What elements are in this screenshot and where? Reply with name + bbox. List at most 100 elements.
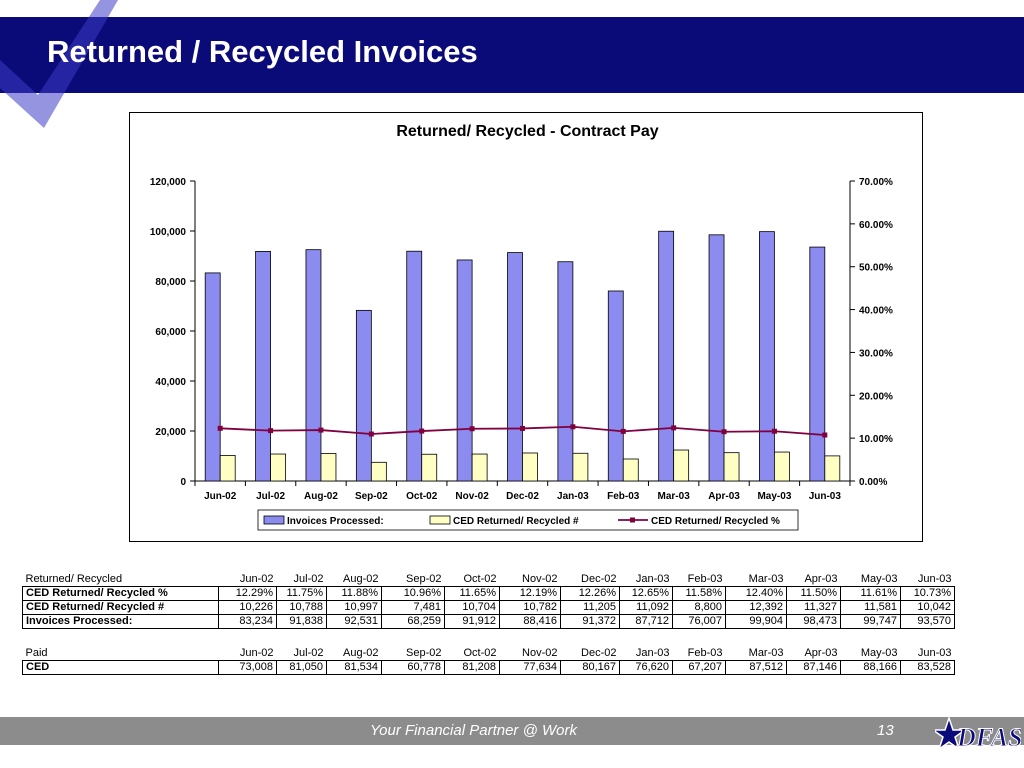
footer-tagline: Your Financial Partner @ Work (370, 722, 577, 739)
row-label: CED (22, 660, 219, 675)
table-cell: Jul-02 (276, 647, 327, 661)
star-icon (935, 715, 968, 751)
bar-invoices-processed (607, 290, 624, 482)
footer-bar (0, 717, 1024, 745)
y-tick-label: 20,000 (155, 427, 186, 438)
table-cell: 68,259 (381, 614, 445, 629)
table-cell: 67,207 (672, 660, 726, 675)
table-cell: Jan-03 (619, 573, 673, 587)
table-cell: 91,912 (444, 614, 500, 629)
bar-ced-returned-count (421, 453, 438, 482)
row-label: CED Returned/ Recycled # (22, 600, 219, 615)
table-cell: May-03 (840, 647, 901, 661)
chart-frame: Returned/ Recycled - Contract Pay 0 20,000… (129, 112, 923, 542)
legend-swatch-invoices (263, 515, 285, 525)
table-cell: 80,167 (560, 660, 620, 675)
bar-invoices-processed (305, 249, 322, 482)
row-label: Invoices Processed: (22, 614, 219, 629)
legend-swatch-ced-count (429, 515, 451, 525)
y2-tick-label: 70.00% (859, 177, 893, 188)
table-cell: Jan-03 (619, 647, 673, 661)
bar-ced-returned-count (673, 449, 690, 482)
bar-ced-returned-count (219, 455, 236, 482)
table-cell: 12.40% (725, 586, 787, 601)
bar-invoices-processed (658, 230, 675, 482)
y2-tick-label: 60.00% (859, 220, 893, 231)
table-cell: Aug-02 (326, 647, 382, 661)
table-cell: 12.19% (499, 586, 561, 601)
table-cell: Apr-03 (786, 647, 841, 661)
table-header-row: Returned/ Recycled Jun-02 Jul-02 Aug-02 Sep-… (22, 573, 955, 587)
table-cell: 11.58% (672, 586, 726, 601)
table-cell: 76,620 (619, 660, 673, 675)
y-tick-label: 60,000 (155, 327, 186, 338)
bar-ced-returned-count (370, 461, 387, 482)
line-point (771, 428, 777, 434)
table-cell: Jun-03 (900, 647, 955, 661)
table-cell: 10,226 (218, 600, 277, 615)
table-cell: 83,528 (900, 660, 955, 675)
table-header-row: Paid Jun-02 Jul-02 Aug-02 Sep-02 Oct-02 Nov-02… (22, 647, 955, 661)
table-cell: 11.75% (276, 586, 327, 601)
y2-tick-label: 0.00% (859, 477, 887, 488)
table-cell: 11,205 (560, 600, 620, 615)
x-tick-label: May-03 (757, 491, 791, 502)
y-tick-label: 80,000 (155, 277, 186, 288)
bar-invoices-processed (255, 251, 271, 482)
x-tick-label: Dec-02 (506, 491, 539, 502)
line-point (368, 431, 374, 437)
line-point (268, 428, 274, 434)
table-cell: 10.96% (381, 586, 445, 601)
x-tick-label: Feb-03 (607, 491, 640, 502)
table-cell: Oct-02 (444, 647, 500, 661)
y2-tick-label: 40.00% (859, 306, 893, 317)
table-cell: 11,581 (840, 600, 901, 615)
bar-ced-returned-count (522, 452, 538, 482)
line-point (822, 432, 828, 438)
logo-text: DFAS (956, 723, 1021, 752)
y2-tick-label: 10.00% (859, 434, 893, 445)
table-cell: 60,778 (381, 660, 445, 675)
bar-ced-returned-count (471, 453, 488, 482)
table-cell: Nov-02 (499, 573, 561, 587)
legend-label-invoices: Invoices Processed: (287, 516, 384, 527)
table-cell: 10,997 (326, 600, 382, 615)
paid-table: Paid Jun-02 Jul-02 Aug-02 Sep-02 Oct-02 Nov-02… (22, 647, 955, 675)
x-tick-label: Jul-02 (256, 491, 285, 502)
table-cell: 7,481 (381, 600, 445, 615)
bar-ced-returned-count (774, 451, 790, 482)
bar-invoices-processed (204, 272, 221, 482)
legend (257, 509, 799, 531)
line-point (671, 425, 677, 431)
checkmark-logo-icon (0, 0, 118, 128)
line-point (419, 428, 425, 434)
table-cell: 11,092 (619, 600, 673, 615)
table-cell: 73,008 (218, 660, 277, 675)
table-cell: 12.29% (218, 586, 277, 601)
table-cell: 81,534 (326, 660, 382, 675)
table-cell: 92,531 (326, 614, 382, 629)
table-cell: Dec-02 (560, 573, 620, 587)
table-cell: 12.65% (619, 586, 673, 601)
table-row: Invoices Processed: 83,234 91,838 92,531 68,… (22, 614, 955, 629)
table-cell: 11.50% (786, 586, 841, 601)
table-cell: 88,416 (499, 614, 561, 629)
table-cell: Sep-02 (381, 647, 445, 661)
y2-tick-label: 20.00% (859, 391, 893, 402)
table-cell: 11.65% (444, 586, 500, 601)
line-point (520, 425, 525, 431)
table-cell: 77,634 (499, 660, 561, 675)
table-cell: 11.61% (840, 586, 901, 601)
table-cell: May-03 (840, 573, 901, 587)
y-tick-label: 0 (180, 477, 186, 488)
table-cell: Aug-02 (326, 573, 382, 587)
table-row: CED 73,008 81,050 81,534 60,778 81,208 77,634 8… (22, 660, 955, 675)
bar-invoices-processed (456, 259, 473, 482)
line-point (620, 428, 626, 434)
line-point (217, 425, 223, 431)
bar-ced-returned-count (622, 458, 639, 482)
row-label: CED Returned/ Recycled % (22, 586, 219, 601)
bar-ced-returned-count (270, 453, 286, 482)
bar-invoices-processed (759, 231, 775, 482)
table-cell: 91,838 (276, 614, 327, 629)
